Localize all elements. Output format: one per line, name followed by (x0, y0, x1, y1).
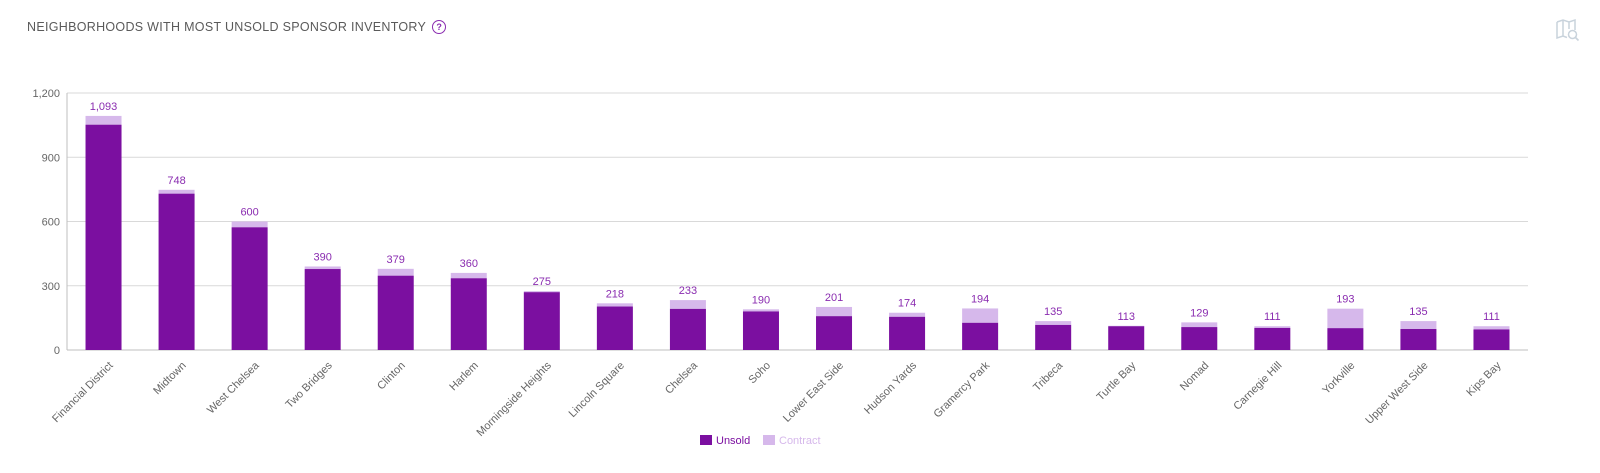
bar-contract (669, 300, 706, 309)
x-tick-label: Hudson Yards (862, 359, 919, 416)
bar-unsold (523, 292, 560, 350)
x-tick-label: Chelsea (663, 359, 701, 397)
data-label: 129 (1190, 307, 1208, 319)
bar-unsold (742, 311, 779, 350)
bar-unsold (1327, 328, 1364, 350)
data-label: 135 (1409, 306, 1427, 318)
bar-contract (231, 221, 268, 228)
x-tick-label: Nomad (1178, 360, 1212, 394)
y-tick-label: 900 (42, 152, 60, 164)
bar-unsold (1035, 324, 1072, 350)
x-tick-label: Financial District (50, 360, 116, 426)
data-label: 113 (1117, 311, 1135, 323)
bar-unsold (1254, 327, 1291, 350)
bar-contract (304, 266, 341, 270)
bar-unsold (1400, 329, 1437, 350)
y-tick-label: 1,200 (32, 88, 60, 100)
data-label: 233 (679, 285, 697, 297)
y-tick-label: 300 (42, 281, 60, 293)
data-label: 379 (387, 254, 405, 266)
bar-unsold (158, 193, 195, 350)
bar-unsold (1181, 327, 1218, 350)
bar-contract (1254, 326, 1291, 328)
x-tick-label: Turtle Bay (1095, 359, 1139, 403)
data-label: 194 (971, 293, 989, 305)
data-label: 218 (606, 288, 624, 300)
bar-contract (158, 189, 195, 194)
bar-unsold (377, 275, 414, 350)
bar-contract (889, 312, 926, 317)
x-tick-label: Two Bridges (284, 359, 336, 411)
data-label: 111 (1483, 311, 1500, 323)
bar-contract (962, 308, 999, 323)
legend-swatch-unsold (700, 435, 712, 445)
bar-contract (1327, 308, 1364, 329)
bar-unsold (1473, 329, 1510, 350)
bar-unsold (962, 322, 999, 350)
data-label: 390 (313, 251, 331, 263)
x-tick-label: Soho (746, 360, 773, 387)
legend-label-contract: Contract (779, 435, 821, 447)
data-label: 1,093 (90, 101, 118, 113)
bar-contract (816, 306, 853, 317)
x-tick-label: Lincoln Square (567, 360, 627, 420)
bar-contract (1181, 322, 1218, 328)
data-label: 748 (167, 175, 185, 187)
x-tick-label: Harlem (447, 360, 481, 394)
bar-contract (596, 303, 633, 307)
x-tick-label: West Chelsea (205, 359, 262, 416)
bar-unsold (889, 316, 926, 350)
x-tick-label: Carnegie Hill (1231, 360, 1284, 413)
bar-unsold (816, 316, 853, 350)
x-tick-label: Upper West Side (1363, 360, 1430, 427)
x-tick-label: Tribeca (1031, 359, 1066, 394)
x-tick-label: Midtown (151, 360, 188, 397)
legend-swatch-contract (763, 435, 775, 445)
chart-title: NEIGHBORHOODS WITH MOST UNSOLD SPONSOR I… (27, 20, 427, 34)
x-tick-label: Morningside Heights (475, 359, 555, 439)
bar-contract (85, 115, 122, 125)
bar-contract (1473, 326, 1510, 330)
bar-unsold (669, 308, 706, 350)
data-label: 201 (825, 292, 843, 304)
data-label: 275 (533, 276, 551, 288)
data-label: 111 (1264, 311, 1281, 323)
bar-contract (450, 272, 487, 279)
y-tick-label: 600 (42, 217, 60, 229)
data-label: 135 (1044, 306, 1062, 318)
bar-unsold (596, 306, 633, 350)
bar-unsold (1108, 326, 1145, 350)
bar-unsold (304, 269, 341, 350)
bar-unsold (231, 227, 268, 350)
data-label: 193 (1336, 294, 1354, 306)
legend-label-unsold: Unsold (716, 435, 750, 447)
x-tick-label: Lower East Side (781, 360, 846, 425)
data-label: 600 (240, 207, 258, 219)
map-search-icon[interactable] (1554, 18, 1580, 42)
bar-contract (1035, 321, 1072, 325)
x-tick-label: Clinton (375, 360, 408, 393)
data-label: 190 (752, 294, 770, 306)
bar-unsold (450, 278, 487, 350)
bar-unsold (85, 124, 122, 351)
question-circle-icon[interactable]: ? (432, 20, 447, 34)
data-label: 174 (898, 298, 916, 310)
x-tick-label: Kips Bay (1464, 359, 1504, 399)
bar-contract (377, 268, 414, 276)
x-tick-label: Gramercy Park (931, 359, 992, 420)
bar-contract (1400, 321, 1437, 330)
bar-contract (523, 291, 560, 293)
bar-contract (742, 309, 779, 312)
data-label: 360 (460, 258, 478, 270)
y-tick-label: 0 (54, 345, 60, 357)
chart-header: NEIGHBORHOODS WITH MOST UNSOLD SPONSOR I… (27, 20, 447, 34)
x-tick-label: Yorkville (1320, 360, 1357, 397)
